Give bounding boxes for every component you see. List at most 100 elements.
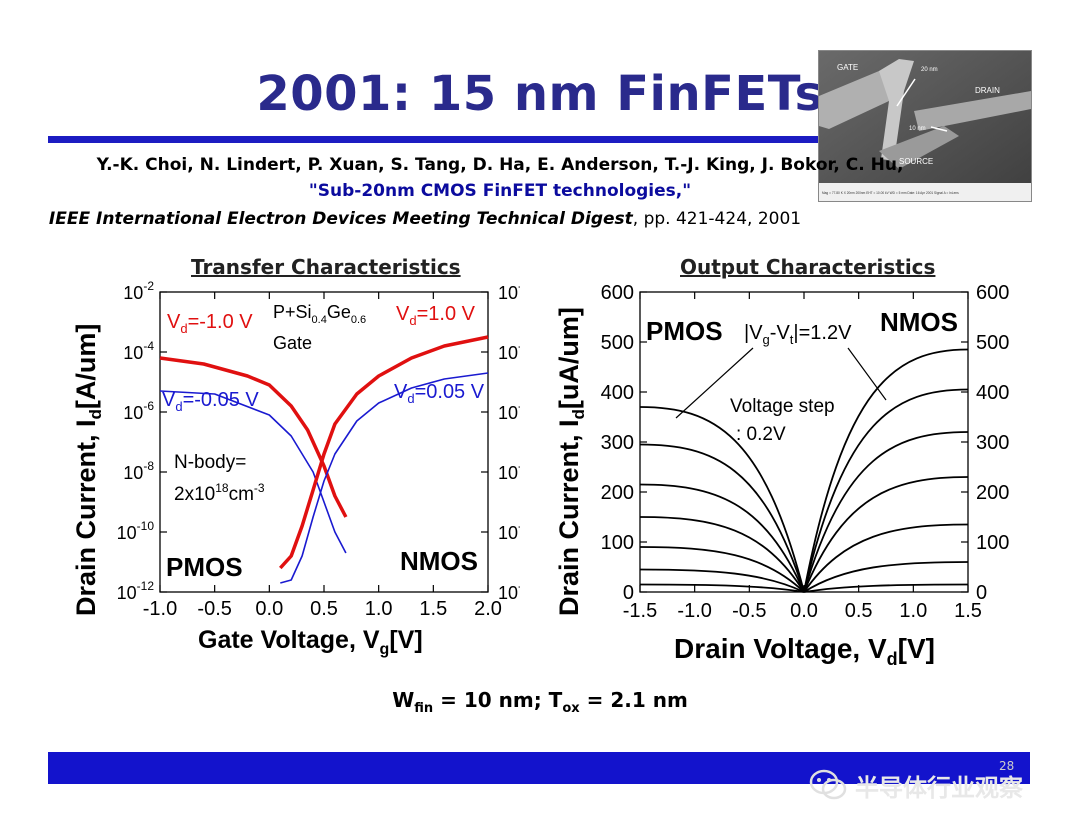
chart2-ytick-label-left: 400 — [601, 382, 634, 404]
reference-paper-title: "Sub-20nm CMOS FinFET technologies," — [308, 181, 692, 201]
chart1-nbody-2: 2x1018cm-3 — [174, 481, 265, 505]
chart2-ytick-label-left: 100 — [601, 532, 634, 554]
chart1-xtick-label: 0.0 — [255, 598, 283, 620]
chart1-series-1 — [159, 390, 347, 554]
chart2-step-label-1: Voltage step — [730, 396, 835, 417]
chart2-ytick-label-left: 0 — [623, 582, 634, 604]
chart2-title: Output Characteristics — [680, 255, 936, 279]
chart2-ytick-label-right: 500 — [976, 332, 1009, 354]
chart2-step-label-2: : 0.2V — [736, 424, 786, 445]
chart1-ytick-label-left: 10-10 — [117, 519, 155, 543]
chart1-ytick-label-left: 10-12 — [117, 579, 155, 603]
chart1-series-3 — [280, 372, 489, 584]
reference-authors: Y.-K. Choi, N. Lindert, P. Xuan, S. Tang… — [96, 155, 904, 175]
sem-image-svg: GATE DRAIN SOURCE 20 nm 10 nm Mag = 77.8… — [819, 51, 1031, 201]
chart2-pmos-curve-3 — [639, 516, 805, 593]
sem-label-drain: DRAIN — [975, 86, 1000, 95]
chart1-xtick-label: 1.5 — [419, 598, 447, 620]
sem-micrograph: GATE DRAIN SOURCE 20 nm 10 nm Mag = 77.8… — [818, 50, 1032, 202]
chart1-vd-red-left: Vd=-1.0 V — [167, 311, 253, 336]
sem-footer-text: Mag = 77.80 K X 20nm 200nm EHT = 10.00 k… — [822, 191, 959, 195]
chart1-title: Transfer Characteristics — [191, 255, 461, 279]
sem-label-source: SOURCE — [899, 157, 933, 166]
chart2-xtick-label: 0.0 — [790, 600, 818, 622]
sem-label-gate: GATE — [837, 63, 858, 72]
chart2-ytick-label-right: 300 — [976, 432, 1009, 454]
chart2-pmos-label: PMOS — [646, 316, 723, 346]
chart2-pmos-curve-0 — [639, 406, 805, 593]
slide-title: 2001: 15 nm FinFETs — [256, 66, 824, 122]
chart2-pmos-curve-2 — [639, 483, 805, 593]
chart2-ytick-label-right: 600 — [976, 282, 1009, 304]
device-params: Wfin = 10 nm; Tox = 2.1 nm — [392, 688, 688, 716]
chart1-xtick-label: 1.0 — [365, 598, 393, 620]
chart2-nmos-curve-6 — [803, 583, 969, 593]
chart1-pmos-label: PMOS — [166, 552, 243, 582]
wechat-icon — [809, 769, 847, 800]
chart2-nmos-curve-3 — [803, 476, 969, 593]
watermark-text: 半导体行业观察 — [855, 774, 1023, 802]
chart1-vd-red-right: Vd=1.0 V — [396, 303, 476, 328]
chart2-xtick-label: 1.5 — [954, 600, 982, 622]
chart1-ytick-label-right: 10-12 — [498, 579, 520, 603]
sem-label-10nm: 10 nm — [909, 126, 926, 132]
chart2-pmos-curve-6 — [639, 583, 805, 593]
chart1-vd-blue-right: Vd=0.05 V — [394, 381, 485, 406]
chart1-ytick-label-left: 10-4 — [123, 339, 154, 363]
chart1-ytick-label-right: 10-8 — [498, 459, 520, 483]
chart2-xtick-label: 0.5 — [845, 600, 873, 622]
chart2-pmos-curve-1 — [639, 443, 805, 593]
chart2-nmos-curve-4 — [803, 523, 969, 593]
chart2-xlabel: Drain Voltage, Vd[V] — [674, 633, 935, 669]
chart1-xtick-label: 2.0 — [474, 598, 502, 620]
chart2-ytick-label-left: 600 — [601, 282, 634, 304]
chart1-gate-material: P+Si0.4Ge0.6 — [273, 302, 366, 326]
chart2-ytick-label-right: 0 — [976, 582, 987, 604]
reference-venue-line: IEEE International Electron Devices Meet… — [0, 209, 850, 229]
chart2-xtick-label: -0.5 — [732, 600, 766, 622]
chart2-ytick-label-left: 300 — [601, 432, 634, 454]
chart1-xtick-label: -0.5 — [197, 598, 231, 620]
chart2-nmos-label: NMOS — [880, 307, 958, 337]
page-number: 28 — [999, 759, 1015, 773]
chart1-series-0 — [159, 356, 348, 518]
chart1-xtick-label: -1.0 — [143, 598, 177, 620]
chart2-pointer-pmos — [675, 347, 754, 419]
chart2-nmos-curve-5 — [803, 561, 969, 593]
chart1-ytick-label-left: 10-6 — [123, 399, 154, 423]
chart2-pmos-curve-5 — [639, 568, 805, 593]
chart1-ytick-label-right: 10-6 — [498, 399, 520, 423]
chart1-gate-word: Gate — [273, 333, 312, 353]
chart1-ylabel: Drain Current, Id[A/um] — [71, 324, 105, 616]
chart2-ytick-label-right: 100 — [976, 532, 1009, 554]
chart1-xtick-label: 0.5 — [310, 598, 338, 620]
sem-fin-shape — [879, 126, 959, 169]
chart2-xtick-label: -1.0 — [677, 600, 711, 622]
chart2-ytick-label-left: 200 — [601, 482, 634, 504]
chart1-series-2 — [279, 335, 489, 570]
chart2-pmos-curve-4 — [639, 546, 805, 593]
transfer-chart: -1.0 -0.5 0.0 0.5 1.0 1.5 2.0 10-2 10-2 10-4 10-4 1… — [71, 279, 520, 658]
sem-gate-shape — [879, 59, 914, 161]
sem-label-20nm: 20 nm — [921, 67, 938, 73]
chart1-ytick-label-right: 10-2 — [498, 279, 520, 303]
sem-fin-shape — [914, 91, 1031, 131]
footer-bar — [48, 752, 1030, 784]
title-rule — [48, 136, 1030, 143]
chart1-vd-blue-left: Vd=-0.05 V — [162, 389, 259, 414]
chart2-ytick-label-right: 200 — [976, 482, 1009, 504]
chart1-nmos-label: NMOS — [400, 546, 478, 576]
chart1-nbody-1: N-body= — [174, 452, 246, 473]
chart1-xlabel: Gate Voltage, Vg[V] — [198, 626, 423, 658]
chart1-ytick-label-right: 10-10 — [498, 519, 520, 543]
chart2-nmos-curve-2 — [803, 431, 969, 593]
chart2-nmos-curve-0 — [803, 348, 969, 593]
chart2-ylabel: Drain Current, Id[uA/um] — [554, 307, 588, 616]
chart2-xtick-label: 1.0 — [899, 600, 927, 622]
chart2-ytick-label-left: 500 — [601, 332, 634, 354]
chart2-xtick-label: -1.5 — [623, 600, 657, 622]
chart2-pointer-nmos — [847, 347, 887, 401]
sem-gate-shape — [819, 71, 899, 129]
chart2-vg-vt-label: |Vg-Vt|=1.2V — [744, 322, 852, 347]
